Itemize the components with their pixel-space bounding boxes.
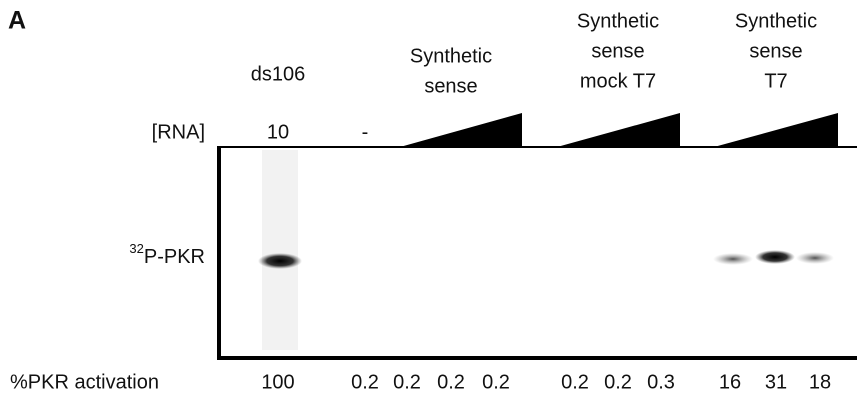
page: {"panel_label": "A", "row_labels": {"rna… [0, 0, 857, 398]
rna-amount: - [362, 121, 369, 143]
group-label: Synthetic [735, 10, 817, 32]
band [713, 253, 753, 265]
activation-value: 31 [765, 371, 787, 393]
row-label: %PKR activation [10, 371, 159, 393]
gradient-wedge [714, 113, 838, 147]
band-label: P-PKR [144, 246, 205, 268]
group-label: sense [591, 40, 644, 62]
band [258, 253, 302, 269]
band [755, 250, 795, 264]
activation-value: 100 [261, 371, 294, 393]
gradient-wedge [557, 113, 680, 147]
lane-smear [262, 150, 298, 350]
activation-value: 0.3 [647, 371, 675, 393]
row-label: 32P-PKR [129, 241, 205, 268]
activation-value: 16 [719, 371, 741, 393]
group-label: ds106 [251, 63, 306, 85]
group-label: mock T7 [580, 70, 656, 92]
rna-amount: 10 [267, 121, 289, 143]
superscript: 32 [129, 241, 143, 256]
activation-value: 18 [809, 371, 831, 393]
group-label: sense [424, 75, 477, 97]
activation-value: 0.2 [482, 371, 510, 393]
group-label: Synthetic [410, 45, 492, 67]
group-label: sense [749, 40, 802, 62]
activation-value: 0.2 [561, 371, 589, 393]
group-label: T7 [764, 70, 787, 92]
panel-label: A [8, 7, 26, 35]
gradient-wedge [400, 113, 522, 147]
activation-value: 0.2 [351, 371, 379, 393]
row-label: [RNA] [152, 121, 205, 143]
band [796, 252, 834, 264]
activation-value: 0.2 [604, 371, 632, 393]
figure: A [RNA] 32P-PKR %PKR activation ds106 10 1… [0, 0, 857, 398]
activation-value: 0.2 [393, 371, 421, 393]
group-label: Synthetic [577, 10, 659, 32]
activation-value: 0.2 [437, 371, 465, 393]
